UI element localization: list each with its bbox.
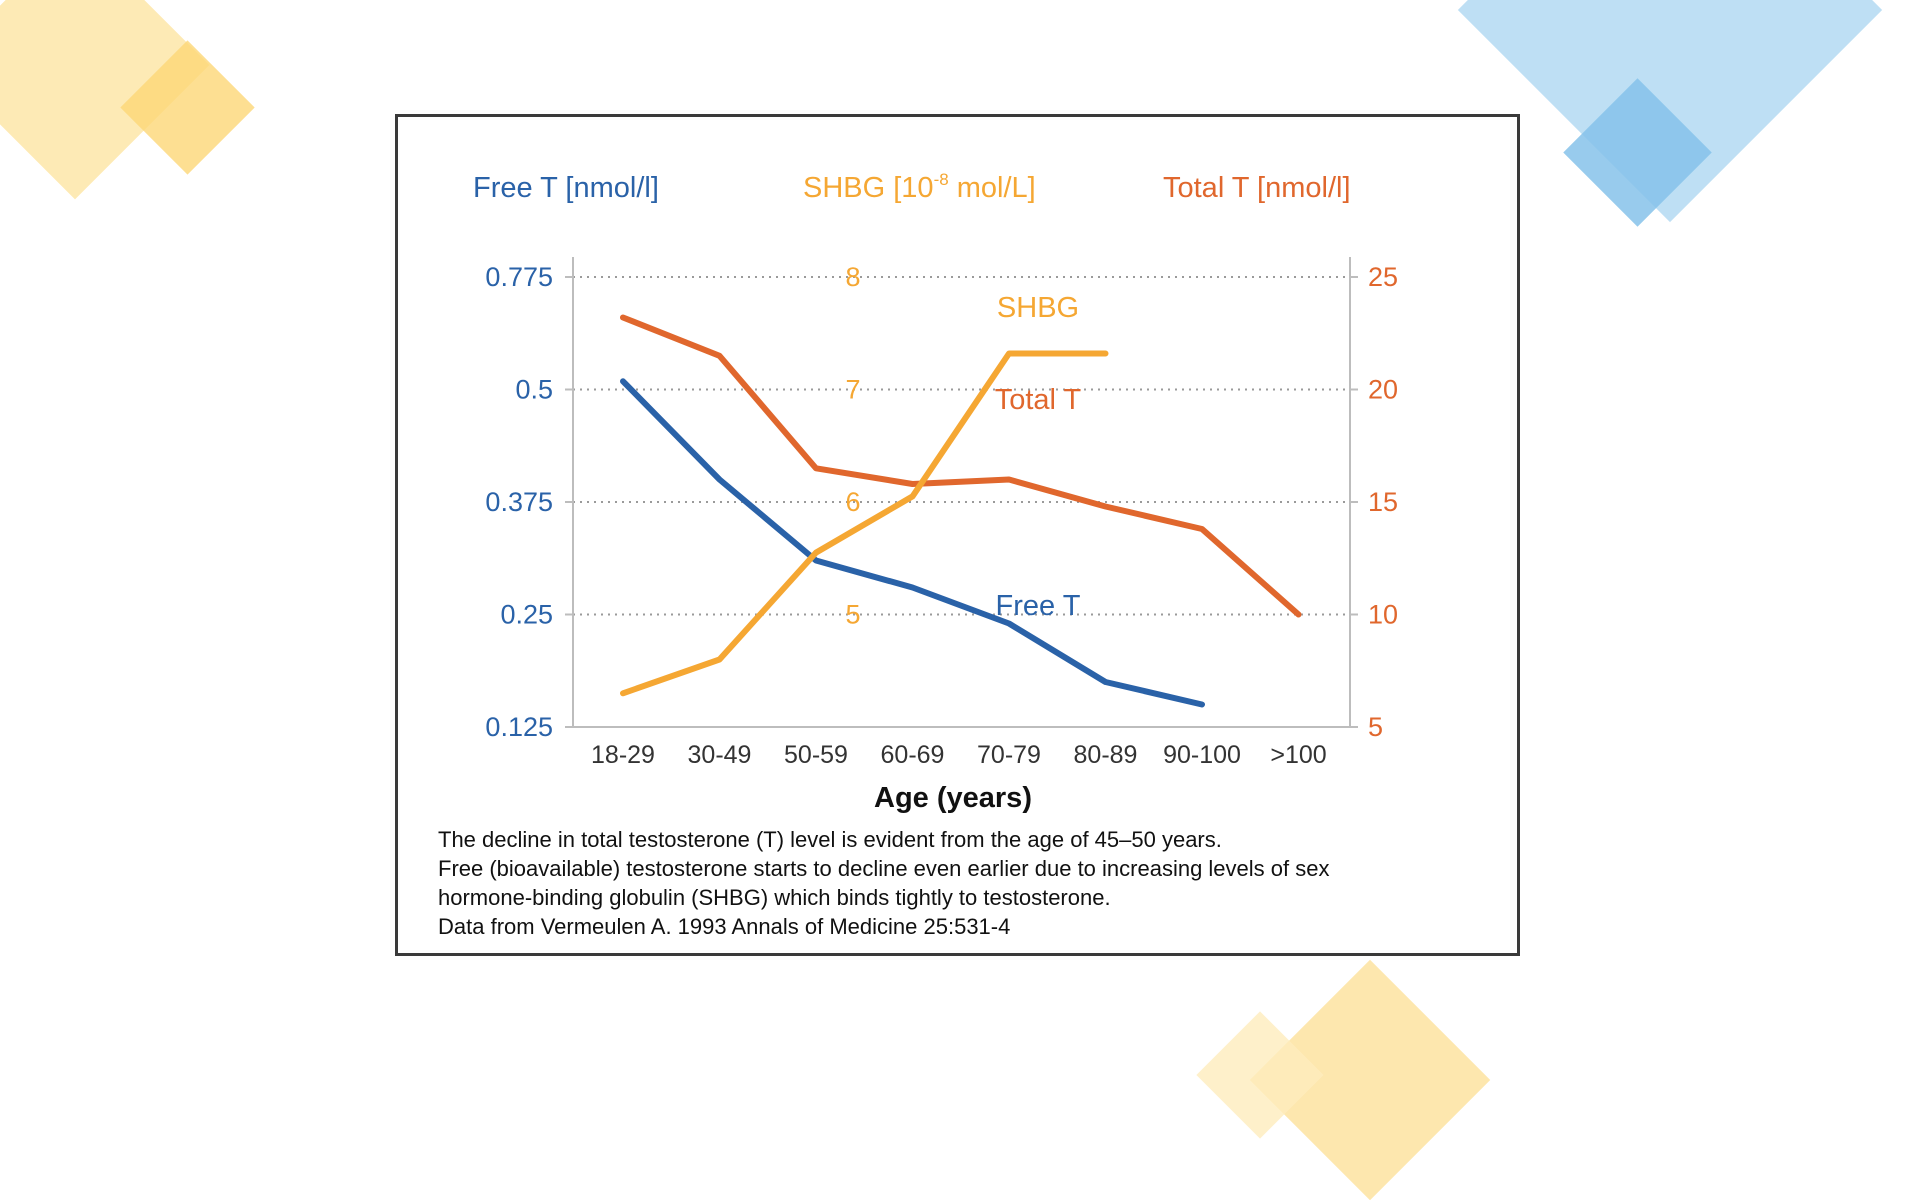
x-axis-title: Age (years) bbox=[874, 782, 1032, 814]
x-tick-label: 18-29 bbox=[591, 741, 655, 769]
right-tick-label: 20 bbox=[1368, 375, 1398, 405]
x-tick-label: 60-69 bbox=[881, 741, 945, 769]
shbg-axis-header: SHBG [10-8 mol/L] bbox=[803, 170, 1036, 204]
shbg-header-exponent: -8 bbox=[934, 170, 949, 189]
left-tick-label: 0.125 bbox=[485, 712, 553, 742]
left-tick-label: 0.25 bbox=[500, 600, 553, 630]
left-tick-label: 0.775 bbox=[485, 262, 553, 292]
x-tick-label: 70-79 bbox=[977, 741, 1041, 769]
figure-caption: The decline in total testosterone (T) le… bbox=[438, 825, 1498, 941]
caption-line-4: Data from Vermeulen A. 1993 Annals of Me… bbox=[438, 912, 1498, 941]
series-label-total-t: Total T bbox=[995, 384, 1082, 416]
x-tick-label: 90-100 bbox=[1163, 741, 1241, 769]
middle-tick-label: 7 bbox=[845, 375, 860, 405]
right-tick-label: 25 bbox=[1368, 262, 1398, 292]
x-tick-label: 50-59 bbox=[784, 741, 848, 769]
middle-tick-label: 8 bbox=[845, 262, 860, 292]
series-label-shbg: SHBG bbox=[997, 292, 1079, 324]
middle-tick-label: 6 bbox=[845, 487, 860, 517]
line-chart: Free T [nmol/l] SHBG [10-8 mol/L] Total … bbox=[398, 117, 1523, 817]
right-tick-label: 5 bbox=[1368, 712, 1383, 742]
caption-line-2: Free (bioavailable) testosterone starts … bbox=[438, 854, 1498, 883]
series-line-free-t bbox=[623, 381, 1202, 704]
x-tick-label: 80-89 bbox=[1074, 741, 1138, 769]
caption-line-1: The decline in total testosterone (T) le… bbox=[438, 825, 1498, 854]
total-t-axis-header: Total T [nmol/l] bbox=[1163, 172, 1351, 204]
left-tick-label: 0.5 bbox=[515, 375, 553, 405]
chart-panel: Free T [nmol/l] SHBG [10-8 mol/L] Total … bbox=[395, 114, 1520, 956]
x-tick-label: 30-49 bbox=[688, 741, 752, 769]
caption-line-3: hormone-binding globulin (SHBG) which bi… bbox=[438, 883, 1498, 912]
shbg-header-suffix: mol/L] bbox=[949, 172, 1036, 204]
shbg-header-prefix: SHBG [10 bbox=[803, 172, 934, 204]
left-tick-label: 0.375 bbox=[485, 487, 553, 517]
free-t-axis-header: Free T [nmol/l] bbox=[473, 172, 659, 204]
series-line-total-t bbox=[623, 318, 1299, 615]
right-tick-label: 10 bbox=[1368, 600, 1398, 630]
x-tick-label: >100 bbox=[1270, 741, 1326, 769]
series-label-free-t: Free T bbox=[996, 590, 1081, 622]
middle-tick-label: 5 bbox=[845, 600, 860, 630]
right-tick-label: 15 bbox=[1368, 487, 1398, 517]
